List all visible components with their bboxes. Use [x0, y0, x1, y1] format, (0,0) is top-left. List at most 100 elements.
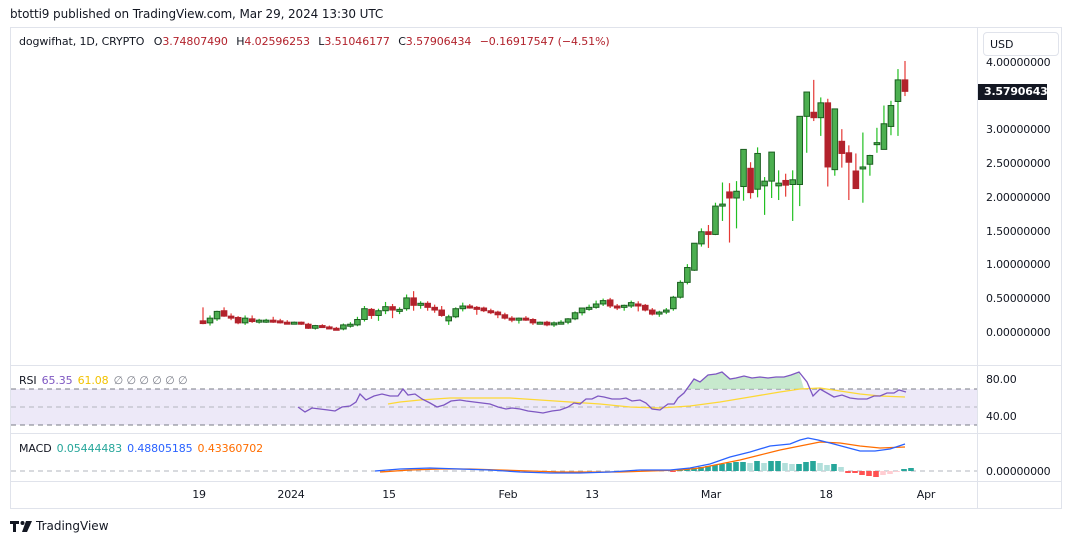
candle-body [340, 324, 347, 330]
candle-body [719, 203, 726, 207]
pane-separator-macd[interactable] [10, 433, 1062, 434]
rsi-axis-80: 80.00 [986, 373, 1017, 386]
candle-body [347, 323, 354, 327]
candle-body [375, 310, 382, 316]
candle-body [901, 79, 909, 92]
macd-histogram-bar [726, 463, 732, 471]
rsi-empty-values: ∅ ∅ ∅ ∅ ∅ ∅ [113, 374, 188, 387]
rsi-axis-40: 40.00 [986, 410, 1017, 423]
candle-body [852, 170, 860, 190]
time-axis-label: 15 [382, 488, 396, 501]
candle-body [333, 327, 340, 331]
candle-body [627, 302, 635, 307]
macd-histogram-bar [901, 469, 907, 471]
candle-body [782, 179, 789, 186]
symbol-name[interactable]: dogwifhat, 1D, CRYPTO [19, 35, 145, 48]
close-value: 3.57906434 [405, 35, 472, 48]
candle-body [677, 281, 684, 298]
tradingview-brand[interactable]: TradingView [10, 519, 109, 533]
candle-body [663, 309, 670, 313]
macd-histogram-bar [719, 464, 725, 471]
macd-histogram-bar [866, 471, 872, 476]
current-price-tag: 3.57906434 [978, 84, 1055, 100]
macd-label[interactable]: MACD [19, 442, 52, 455]
macd-legend: MACD 0.05444483 0.48805185 0.43360702 [19, 442, 268, 455]
macd-histogram-bar [873, 471, 879, 477]
macd-signal-value: 0.43360702 [197, 442, 264, 455]
macd-histogram-bar [894, 471, 900, 472]
candle-body [445, 316, 452, 322]
candle-body [297, 321, 305, 325]
candle-body [199, 320, 207, 325]
price-axis-label: 1.00000000 [986, 258, 1051, 271]
candle-body [880, 123, 888, 150]
candle-body [319, 325, 326, 329]
candle-body [684, 267, 691, 283]
change-value: −0.16917547 (−4.51%) [479, 35, 610, 48]
high-value: 4.02596253 [244, 35, 310, 48]
candle-body [255, 319, 263, 323]
candle-body [368, 308, 375, 316]
candle-body [656, 311, 663, 315]
macd-histogram-bar [740, 462, 746, 471]
candle-body [501, 314, 509, 319]
candle-body [522, 317, 530, 321]
currency-button[interactable]: USD [983, 32, 1059, 56]
symbol-legend: dogwifhat, 1D, CRYPTO O3.74807490 H4.025… [19, 35, 610, 48]
time-axis-label: 13 [585, 488, 599, 501]
candle-body [269, 319, 277, 323]
macd-axis-zero: 0.00000000 [986, 465, 1051, 478]
macd-histogram-bar [831, 464, 837, 471]
candle-body [473, 306, 481, 310]
candle-body [726, 191, 733, 199]
macd-histogram-bar [691, 468, 697, 471]
macd-histogram-bar [712, 465, 718, 471]
candle-body [592, 303, 600, 308]
macd-histogram-bar [775, 461, 781, 471]
candle-body [508, 317, 516, 321]
candle-body [712, 205, 719, 235]
candle-body [283, 321, 291, 325]
price-axis-label: 0.50000000 [986, 292, 1051, 305]
candle-body [424, 302, 431, 308]
candle-body [705, 231, 712, 235]
candle-body [431, 306, 438, 311]
time-axis-label: Feb [498, 488, 518, 501]
rsi-label[interactable]: RSI [19, 374, 37, 387]
candle-body [410, 297, 417, 306]
candle-body [578, 307, 586, 314]
candle-body [775, 182, 782, 187]
macd-histogram-bar [684, 469, 690, 471]
candle-body [803, 91, 811, 117]
candle-body [459, 305, 467, 310]
macd-histogram-bar [761, 463, 767, 471]
candle-body [354, 319, 361, 326]
macd-histogram-bar [803, 462, 809, 471]
candle-body [817, 102, 825, 119]
candle-body [599, 300, 607, 305]
candle-body [389, 306, 396, 311]
macd-histogram-bar [754, 461, 760, 471]
candle-body [494, 311, 502, 316]
candle-body [606, 299, 614, 307]
candle-body [480, 307, 488, 312]
price-axis-label: 0.00000000 [986, 326, 1051, 339]
candle-body [438, 309, 445, 316]
macd-histogram-bar [908, 468, 914, 471]
candle-body [634, 303, 642, 307]
candle-body [824, 102, 832, 168]
pane-separator-rsi[interactable] [10, 365, 1062, 366]
price-axis-separator [977, 27, 978, 509]
candle-body [620, 304, 628, 308]
rsi-ma-value: 61.08 [77, 374, 109, 387]
candle-body [417, 302, 424, 306]
candle-body [866, 154, 874, 165]
macd-histogram-bar [747, 463, 753, 471]
candle-body [515, 317, 523, 321]
candle-body [648, 309, 656, 315]
candle-body [403, 297, 410, 310]
candle-body [312, 325, 319, 329]
macd-histogram-bar [817, 463, 823, 471]
time-axis-label: 2024 [277, 488, 305, 501]
